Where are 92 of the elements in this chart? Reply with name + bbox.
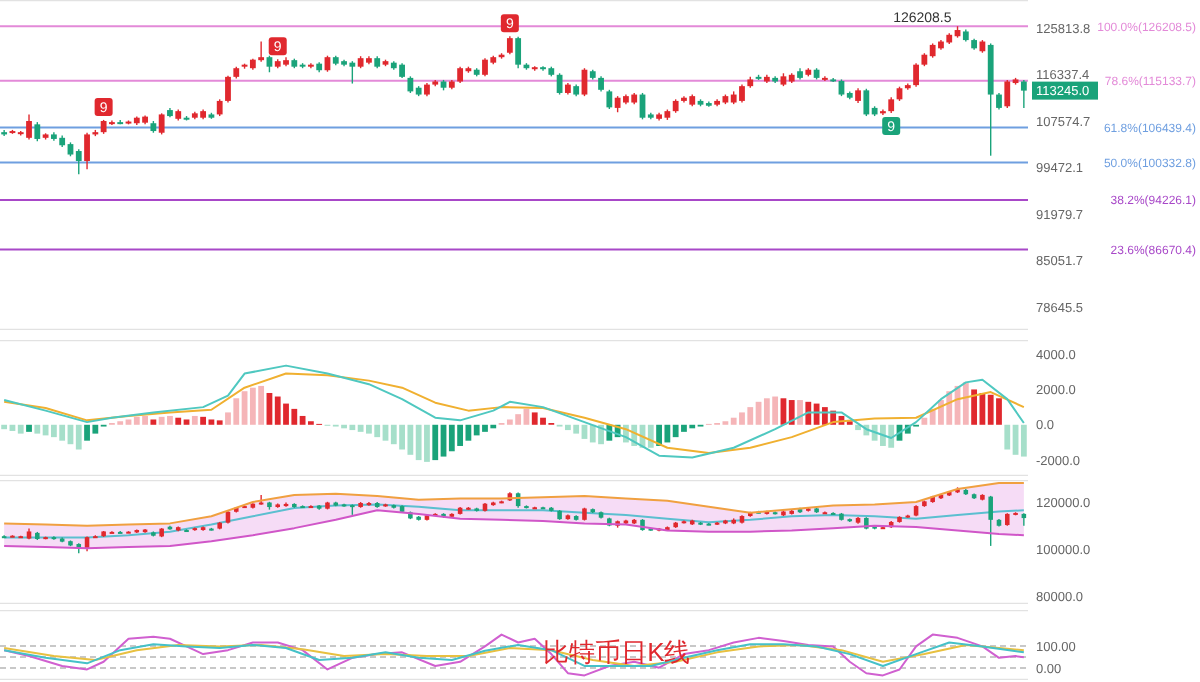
bar — [772, 396, 779, 425]
candlestick — [225, 75, 231, 104]
line-series — [3, 509, 1025, 550]
candlestick — [26, 113, 32, 141]
bar — [996, 398, 1002, 425]
bar — [564, 424, 571, 431]
line-series — [3, 633, 1025, 677]
bar — [415, 424, 422, 461]
bar — [656, 424, 662, 446]
bar — [183, 419, 190, 425]
bar — [142, 415, 148, 425]
bar — [75, 424, 82, 450]
candlestick — [988, 495, 993, 547]
bar — [92, 424, 99, 434]
bar — [448, 424, 455, 452]
candlestick — [109, 119, 115, 126]
bar — [647, 424, 654, 448]
bar — [664, 424, 671, 443]
bar — [17, 424, 24, 434]
bar — [797, 400, 803, 425]
candlestick — [258, 40, 265, 63]
bar — [971, 389, 978, 425]
bar — [788, 400, 795, 425]
bar — [374, 424, 381, 438]
bar — [432, 424, 439, 461]
bar — [291, 408, 298, 425]
bar — [390, 424, 397, 445]
bar — [191, 415, 198, 425]
bar — [888, 424, 895, 448]
bar — [589, 424, 596, 443]
candlestick — [158, 112, 165, 136]
candlestick — [34, 121, 41, 142]
bar — [747, 407, 754, 425]
bar — [681, 424, 687, 432]
bar — [506, 419, 513, 425]
bar — [457, 424, 464, 446]
bar — [962, 382, 969, 425]
bar — [133, 416, 140, 425]
line-series — [3, 482, 1025, 527]
bar — [208, 419, 215, 425]
bar — [357, 424, 364, 432]
bar — [283, 403, 289, 425]
bar — [258, 385, 265, 425]
bar — [26, 424, 32, 432]
candlestick — [515, 36, 522, 69]
bar — [424, 424, 430, 462]
bar — [987, 394, 994, 425]
candlestick — [863, 88, 870, 117]
bar — [366, 424, 372, 434]
bar — [730, 417, 737, 425]
bar — [739, 412, 745, 425]
bar — [200, 416, 207, 425]
bar — [125, 419, 132, 425]
bar — [274, 396, 281, 425]
bar — [672, 424, 679, 438]
bar — [1004, 424, 1011, 450]
bar — [880, 424, 886, 446]
bar — [482, 424, 488, 432]
bar — [349, 424, 356, 431]
bar — [150, 419, 157, 425]
candlestick — [1020, 79, 1027, 109]
bar — [167, 415, 173, 425]
candlestick — [349, 60, 356, 85]
bar — [540, 417, 546, 425]
bar — [598, 424, 604, 445]
candlestick — [913, 62, 919, 88]
bar — [158, 416, 165, 425]
bar — [175, 417, 182, 425]
bar — [84, 424, 90, 441]
bar — [249, 387, 256, 425]
bar — [573, 424, 580, 434]
bar — [34, 424, 41, 434]
candlestick — [821, 75, 828, 82]
bar — [407, 424, 414, 455]
bar — [473, 424, 480, 436]
bar — [515, 414, 522, 425]
bar — [399, 424, 405, 450]
bar — [50, 424, 57, 438]
bar — [763, 398, 770, 425]
candlestick — [606, 89, 613, 110]
bar — [1020, 424, 1027, 457]
candlestick — [75, 148, 82, 175]
bar — [921, 417, 928, 425]
bar — [855, 424, 861, 431]
bar — [531, 412, 538, 425]
candlestick — [84, 132, 90, 171]
bar — [233, 398, 240, 425]
bar — [1, 424, 8, 430]
bar — [805, 401, 812, 425]
bar — [59, 424, 66, 441]
candlestick — [482, 57, 488, 78]
candlestick — [1004, 79, 1011, 109]
